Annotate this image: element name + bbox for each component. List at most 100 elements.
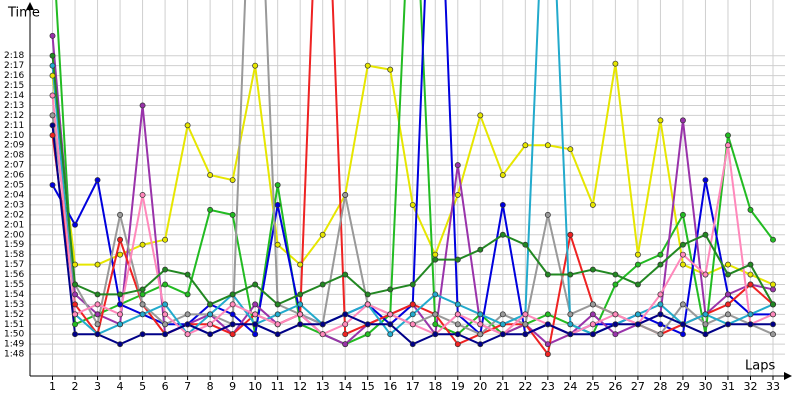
data-point xyxy=(49,62,56,69)
data-point xyxy=(544,351,551,358)
data-point xyxy=(364,62,371,69)
y-tick-label: 1:56 xyxy=(4,270,24,280)
data-point xyxy=(94,301,101,308)
y-tick-label: 1:51 xyxy=(4,320,24,330)
data-point xyxy=(184,311,191,318)
data-point xyxy=(229,291,236,298)
y-tick-label: 2:18 xyxy=(4,51,24,61)
x-tick-label: 23 xyxy=(541,380,555,393)
x-tick-label: 30 xyxy=(698,380,712,393)
data-point xyxy=(342,341,349,348)
y-tick-label: 2:14 xyxy=(4,91,24,101)
data-point xyxy=(139,102,146,109)
data-point xyxy=(634,311,641,318)
data-point xyxy=(589,331,596,338)
y-tick-label: 2:16 xyxy=(4,71,24,81)
plot-area xyxy=(49,0,776,358)
data-point xyxy=(589,201,596,208)
x-tick-label: 32 xyxy=(743,380,757,393)
data-point xyxy=(612,281,619,288)
data-point xyxy=(477,341,484,348)
data-point xyxy=(94,311,101,318)
data-point xyxy=(544,321,551,328)
data-point xyxy=(612,271,619,278)
data-point xyxy=(679,321,686,328)
data-point xyxy=(432,331,439,338)
data-point xyxy=(49,32,56,39)
data-point xyxy=(679,117,686,124)
data-point xyxy=(725,321,731,328)
data-point xyxy=(522,311,529,318)
x-tick-label: 4 xyxy=(117,380,124,393)
data-point xyxy=(117,291,124,298)
data-point xyxy=(499,201,506,208)
data-point xyxy=(770,301,776,308)
data-point xyxy=(139,301,146,308)
data-point xyxy=(229,311,236,318)
data-point xyxy=(184,271,191,278)
data-point xyxy=(409,311,416,318)
data-point xyxy=(387,66,394,73)
data-point xyxy=(49,92,56,99)
y-axis-title: Time xyxy=(7,6,40,21)
data-point xyxy=(747,281,754,288)
data-point xyxy=(454,311,461,318)
data-point xyxy=(634,281,641,288)
data-point xyxy=(770,331,776,338)
y-tick-label: 1:54 xyxy=(4,290,24,300)
data-point xyxy=(567,321,574,328)
x-tick-label: 31 xyxy=(721,380,735,393)
data-point xyxy=(342,321,349,328)
data-point xyxy=(589,321,596,328)
data-point xyxy=(725,311,731,318)
x-tick-label: 10 xyxy=(248,380,262,393)
y-tick-label: 2:09 xyxy=(4,141,24,151)
y-tick-label: 1:49 xyxy=(4,340,24,350)
data-point xyxy=(229,211,236,218)
data-point xyxy=(229,331,236,338)
x-tick-label: 33 xyxy=(766,380,780,393)
y-tick-label: 2:07 xyxy=(4,161,24,171)
data-point xyxy=(432,311,439,318)
data-point xyxy=(252,311,259,318)
data-point xyxy=(139,241,146,248)
data-point xyxy=(634,321,641,328)
data-point xyxy=(207,311,214,318)
data-point xyxy=(117,311,124,318)
x-tick-label: 9 xyxy=(229,380,236,393)
y-tick-label: 2:03 xyxy=(4,200,24,210)
x-tick-label: 3 xyxy=(94,380,101,393)
data-point xyxy=(319,321,326,328)
data-point xyxy=(49,112,56,119)
data-point xyxy=(409,341,416,348)
data-point xyxy=(72,321,78,328)
data-point xyxy=(634,261,641,268)
y-tick-label: 1:57 xyxy=(4,260,24,270)
y-tick-label: 1:59 xyxy=(4,240,24,250)
x-tick-label: 16 xyxy=(383,380,397,393)
data-point xyxy=(679,241,686,248)
data-point xyxy=(544,341,551,348)
data-point xyxy=(499,321,506,328)
data-point xyxy=(162,321,169,328)
data-point xyxy=(117,236,124,243)
data-point xyxy=(139,286,146,293)
data-point xyxy=(454,341,461,348)
data-point xyxy=(139,331,146,338)
data-point xyxy=(567,231,574,238)
data-point xyxy=(319,331,326,338)
x-tick-label: 12 xyxy=(293,380,307,393)
data-point xyxy=(544,142,551,149)
data-point xyxy=(454,301,461,308)
data-point xyxy=(409,201,416,208)
data-point xyxy=(567,331,574,338)
y-tick-label: 1:58 xyxy=(4,250,24,260)
data-point xyxy=(139,192,146,198)
x-tick-label: 11 xyxy=(271,380,285,393)
data-point xyxy=(297,301,304,308)
data-point xyxy=(725,261,731,268)
data-point xyxy=(342,271,349,278)
data-point xyxy=(117,321,124,328)
data-point xyxy=(522,241,529,248)
data-point xyxy=(657,291,664,298)
